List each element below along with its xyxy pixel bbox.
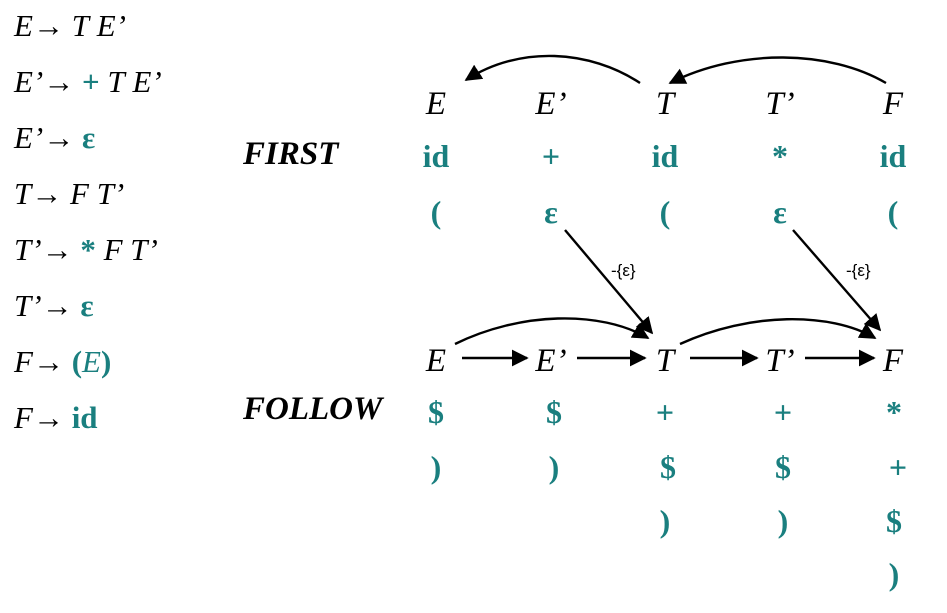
follow-E-item: $	[428, 394, 444, 430]
follow-T-item: )	[659, 503, 671, 539]
first-header-E: E	[425, 86, 447, 122]
follow-header-T-prime: T’	[765, 343, 795, 379]
arrow-icon: →	[41, 232, 73, 267]
arrow-icon: →	[31, 176, 63, 211]
arrow-icon: →	[43, 64, 75, 99]
arrow-icon: →	[32, 344, 64, 379]
production-terminal: +	[82, 64, 100, 99]
follow-label: FOLLOW	[243, 391, 383, 427]
follow-T-prime-item: $	[775, 449, 791, 485]
production-terminal: ε	[80, 288, 94, 323]
first-T-prime-item: ε	[773, 194, 787, 230]
production-terminal: *	[80, 232, 96, 267]
first-label: FIRST	[243, 136, 339, 172]
first-T-item: id	[651, 138, 679, 174]
production-lhs: F	[14, 344, 33, 379]
production-lhs: T’	[14, 232, 42, 267]
production-symbol: E’	[96, 8, 126, 43]
follow-T-item: +	[655, 394, 675, 430]
arrow-icon: →	[32, 8, 64, 43]
follow-T-prime-item: +	[773, 394, 793, 430]
follow-arc-E-to-T	[454, 317, 650, 346]
production-terminal: (	[71, 344, 83, 379]
first-header-T: T	[655, 86, 675, 122]
epsilon-arrow-Tprime-to-F	[792, 229, 882, 332]
production-lhs: F	[14, 400, 33, 435]
production-symbol: E’	[132, 64, 162, 99]
first-T-item: (	[659, 194, 671, 230]
production-terminal: ε	[82, 120, 96, 155]
follow-header-F: F	[882, 343, 904, 379]
production-2: E’→ + T E’	[14, 66, 162, 97]
first-arc-T-to-E	[464, 54, 641, 85]
production-4: T→ F T’	[14, 178, 124, 209]
follow-E-prime-item: )	[548, 449, 560, 485]
first-F-item: (	[887, 194, 899, 230]
follow-header-E: E	[425, 343, 447, 379]
production-8: F→ id	[14, 402, 98, 433]
first-F-item: id	[879, 138, 907, 174]
production-terminal: id	[71, 400, 98, 435]
follow-F-item: $	[886, 503, 902, 539]
first-E-prime-item: ε	[544, 194, 558, 230]
production-lhs: T’	[14, 288, 42, 323]
production-lhs: T	[14, 176, 32, 211]
first-E-prime-item: +	[541, 138, 561, 174]
first-E-item: (	[430, 194, 442, 230]
first-header-T-prime: T’	[765, 86, 795, 122]
follow-F-item: *	[886, 394, 902, 430]
first-E-item: id	[422, 138, 450, 174]
epsilon-arrow-Eprime-to-T	[564, 229, 654, 335]
production-7: F→ (E)	[14, 346, 111, 377]
follow-T-item: $	[660, 449, 676, 485]
arrow-icon: →	[41, 288, 73, 323]
first-header-E-prime: E’	[535, 86, 567, 122]
follow-E-item: )	[430, 449, 442, 485]
first-arc-F-to-T	[668, 56, 887, 85]
arrow-icon: →	[32, 400, 64, 435]
production-symbol: T’	[96, 176, 125, 211]
follow-header-T: T	[655, 343, 675, 379]
production-symbol: T’	[130, 232, 158, 267]
production-symbol: F	[103, 232, 123, 267]
production-3: E’→ ε	[14, 122, 95, 153]
follow-F-item: )	[888, 556, 900, 592]
follow-E-prime-item: $	[546, 394, 562, 430]
production-5: T’→ * F T’	[14, 234, 158, 265]
production-lhs: E’	[14, 64, 44, 99]
first-T-prime-item: *	[772, 138, 788, 174]
production-symbol: E	[82, 344, 101, 379]
arrow-icon: →	[43, 120, 75, 155]
edge-label-minus-epsilon: -{ε}	[611, 261, 636, 280]
follow-header-E-prime: E’	[535, 343, 567, 379]
production-lhs: E	[14, 8, 33, 43]
production-symbol: F	[70, 176, 89, 211]
production-terminal: )	[100, 344, 112, 379]
follow-T-prime-item: )	[777, 503, 789, 539]
production-symbol: T	[107, 64, 125, 99]
production-lhs: E’	[14, 120, 44, 155]
follow-arc-T-to-F	[679, 317, 877, 346]
production-6: T’→ ε	[14, 290, 94, 321]
edge-label-minus-epsilon: -{ε}	[846, 261, 871, 280]
production-symbol: T	[71, 8, 89, 43]
production-1: E→ T E’	[14, 10, 126, 41]
first-header-F: F	[882, 86, 904, 122]
follow-F-item: +	[888, 449, 908, 485]
